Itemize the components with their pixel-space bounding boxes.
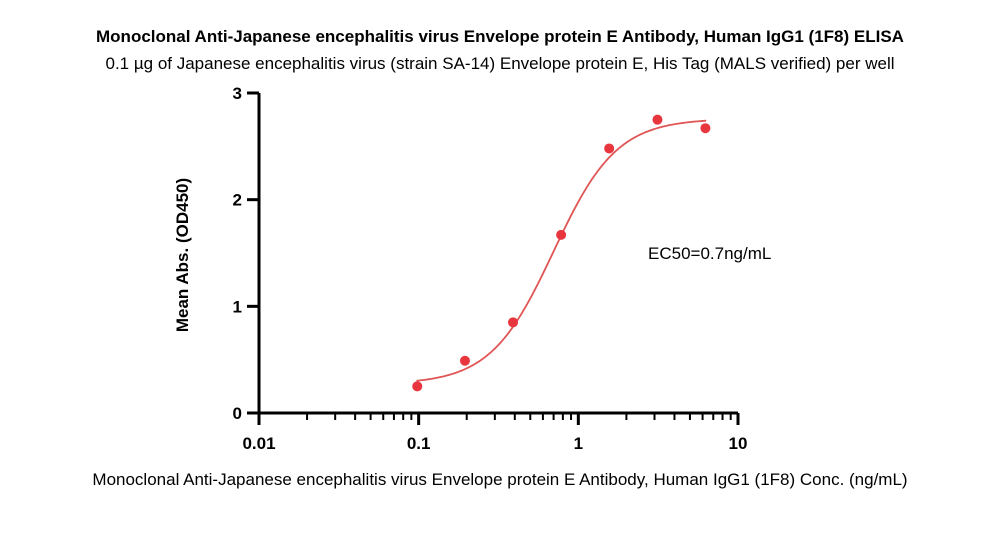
data-point <box>652 114 663 125</box>
y-tick-label: 0 <box>233 404 242 423</box>
x-tick-label: 1 <box>574 434 583 453</box>
chart-title: Monoclonal Anti-Japanese encephalitis vi… <box>96 27 904 46</box>
data-points-layer <box>412 114 711 392</box>
data-point <box>604 143 615 154</box>
y-tick-label: 3 <box>233 84 242 103</box>
y-axis-label: Mean Abs. (OD450) <box>173 177 192 333</box>
y-tick-label: 2 <box>233 191 242 210</box>
chart-subtitle: 0.1 µg of Japanese encephalitis virus (s… <box>105 54 895 73</box>
ec50-annotation: EC50=0.7ng/mL <box>648 244 771 263</box>
y-tick-label: 1 <box>233 297 242 316</box>
data-point <box>556 229 567 240</box>
x-tick-label: 0.01 <box>242 434 275 453</box>
x-tick-label: 10 <box>729 434 748 453</box>
data-point <box>700 123 711 134</box>
x-axis-label: Monoclonal Anti-Japanese encephalitis vi… <box>92 470 908 489</box>
chart-axes: 0 1 2 3 0.01 0.1 1 10 <box>233 84 748 453</box>
x-tick-label: 0.1 <box>407 434 431 453</box>
data-point <box>459 355 470 366</box>
data-point <box>508 317 519 328</box>
data-point <box>412 381 423 392</box>
